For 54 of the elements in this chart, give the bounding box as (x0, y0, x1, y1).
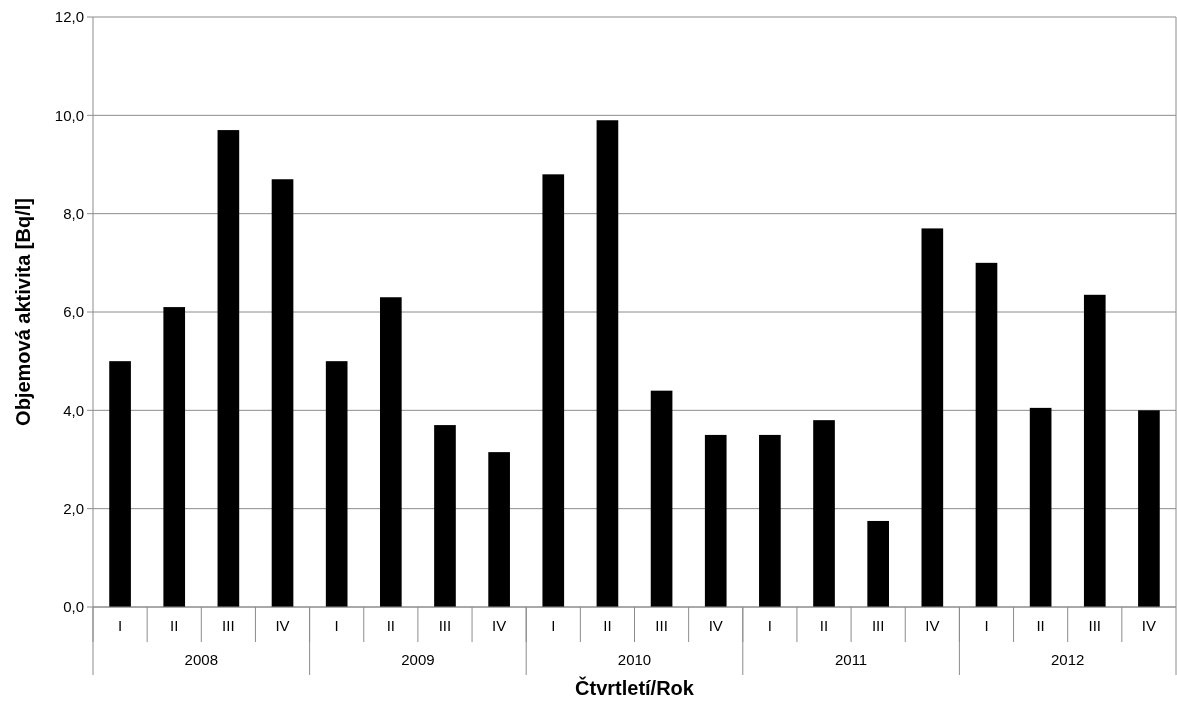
x-tick-label: IV (492, 617, 507, 634)
y-tick-label: 12,0 (54, 8, 84, 26)
bar (325, 361, 348, 607)
text: 2008 (184, 651, 218, 668)
bar (867, 520, 890, 607)
text: 2011 (834, 651, 868, 668)
bar (921, 228, 944, 607)
bar (488, 452, 510, 607)
x-tick-label: III (222, 617, 235, 634)
x-tick-label: III (438, 617, 452, 634)
x-axis-title: Čtvrtletí/Rok (575, 676, 695, 699)
y-tick-label: 0,0 (63, 598, 84, 616)
bar (650, 390, 673, 607)
x-tick-label: IV (708, 617, 723, 634)
x-tick-label: I (551, 617, 556, 634)
y-tick-label: 4,0 (63, 401, 84, 419)
bar (542, 174, 565, 607)
text: 2012 (1051, 651, 1085, 668)
y-tick-label: 10,0 (54, 106, 84, 124)
x-tick-label: IV (1141, 617, 1157, 634)
bar (380, 297, 402, 607)
x-tick-label: IV (275, 617, 290, 634)
x-tick-label: IV (925, 617, 940, 634)
y-tick-label: 8,0 (63, 204, 84, 222)
x-tick-label: II (170, 617, 179, 634)
bar (704, 434, 727, 607)
bar (813, 420, 835, 607)
x-tick-label: I (117, 617, 123, 634)
x-tick-label: III (1088, 617, 1102, 634)
x-tick-label: II (603, 617, 612, 634)
x-tick-label: I (767, 617, 772, 634)
bar (596, 120, 619, 607)
x-tick-label: II (819, 617, 829, 634)
x-tick-label: II (386, 617, 395, 634)
x-tick-label: I (984, 617, 989, 634)
x-tick-label: II (1036, 617, 1045, 634)
bar (1083, 294, 1106, 607)
y-axis-title: Objemová aktivita [Bq/l] (12, 198, 34, 426)
x-tick-label: I (334, 617, 339, 634)
bar (163, 307, 186, 607)
bar (759, 434, 781, 607)
x-tick-label: III (871, 617, 885, 634)
bar (1029, 407, 1052, 607)
y-tick-label: 6,0 (63, 303, 84, 321)
bar (109, 361, 131, 607)
bar (271, 179, 294, 607)
x-tick-label: III (655, 617, 668, 634)
bar (434, 425, 456, 607)
text: 2010 (617, 651, 652, 668)
text: 2009 (401, 651, 435, 668)
bar (1138, 410, 1160, 607)
bar (217, 130, 240, 607)
bar (975, 262, 998, 607)
y-tick-label: 2,0 (63, 499, 84, 517)
